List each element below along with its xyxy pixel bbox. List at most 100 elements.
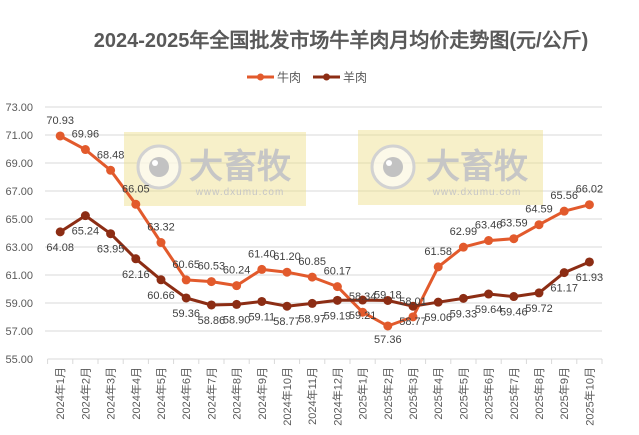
- data-point-marker-icon[interactable]: [131, 199, 141, 209]
- x-tick-label: 2025年4月: [431, 367, 445, 420]
- data-point-marker-icon[interactable]: [484, 236, 494, 246]
- data-point-marker-icon[interactable]: [584, 257, 594, 267]
- legend-marker-beef-icon: [257, 73, 264, 81]
- data-point-marker-icon[interactable]: [433, 297, 443, 307]
- data-point-marker-icon[interactable]: [383, 295, 393, 305]
- data-label: 61.17: [550, 283, 578, 295]
- data-point-marker-icon[interactable]: [408, 312, 418, 322]
- series-line: [59, 214, 590, 308]
- data-label: 65.56: [550, 190, 578, 202]
- data-label: 59.21: [349, 310, 377, 322]
- data-label: 61.58: [424, 246, 452, 258]
- x-tick-label: 2025年5月: [456, 367, 470, 420]
- data-point-marker-icon[interactable]: [106, 229, 116, 239]
- data-point-marker-icon[interactable]: [80, 211, 90, 221]
- data-point-marker-icon[interactable]: [408, 301, 418, 311]
- camera-lens-logo-icon: [136, 144, 182, 190]
- data-label: 63.95: [97, 244, 125, 256]
- data-point-marker-icon[interactable]: [156, 238, 166, 248]
- data-point-marker-icon[interactable]: [584, 200, 594, 210]
- data-label: 59.33: [450, 308, 478, 320]
- data-point-marker-icon[interactable]: [232, 281, 242, 291]
- data-label: 61.40: [248, 248, 276, 260]
- y-tick-label: 55.00: [5, 354, 33, 366]
- data-point-marker-icon[interactable]: [332, 282, 342, 292]
- data-point-marker-icon[interactable]: [206, 300, 216, 310]
- series-beef: [55, 131, 594, 331]
- x-tick-label: 2024年4月: [129, 367, 143, 420]
- data-point-marker-icon[interactable]: [458, 242, 468, 252]
- data-point-marker-icon[interactable]: [358, 307, 368, 317]
- legend-item-beef[interactable]: 牛肉: [247, 70, 301, 85]
- data-label: 60.24: [223, 265, 251, 277]
- data-label: 58.77: [399, 316, 427, 328]
- data-point-marker-icon[interactable]: [332, 295, 342, 305]
- data-point-marker-icon[interactable]: [307, 298, 317, 308]
- data-point-marker-icon[interactable]: [534, 220, 544, 230]
- y-tick-label: 65.00: [5, 214, 33, 226]
- camera-lens-logo-icon: [370, 144, 416, 190]
- data-point-marker-icon[interactable]: [181, 275, 191, 285]
- data-label: 57.36: [374, 334, 402, 346]
- data-label: 59.64: [475, 304, 503, 316]
- data-label: 59.46: [500, 307, 528, 319]
- data-label: 68.48: [97, 149, 125, 161]
- data-label: 58.97: [298, 313, 326, 325]
- data-label: 59.19: [324, 310, 352, 322]
- x-tick-label: 2025年6月: [482, 367, 496, 420]
- y-tick-label: 69.00: [5, 158, 33, 170]
- data-label: 61.93: [576, 272, 604, 284]
- data-point-marker-icon[interactable]: [181, 293, 191, 303]
- data-point-marker-icon[interactable]: [156, 275, 166, 285]
- data-label: 61.20: [273, 251, 301, 263]
- data-label: 59.72: [525, 303, 553, 315]
- data-point-marker-icon[interactable]: [282, 301, 292, 311]
- data-label: 59.06: [424, 312, 452, 324]
- data-label: 63.59: [500, 218, 528, 230]
- data-point-marker-icon[interactable]: [80, 145, 90, 155]
- data-point-marker-icon[interactable]: [55, 131, 65, 141]
- data-point-marker-icon[interactable]: [257, 296, 267, 306]
- data-point-marker-icon[interactable]: [232, 299, 242, 309]
- data-label: 64.59: [525, 204, 553, 216]
- data-point-marker-icon[interactable]: [484, 289, 494, 299]
- data-point-marker-icon[interactable]: [458, 293, 468, 303]
- legend: 牛肉 羊肉: [247, 70, 367, 85]
- data-label: 58.77: [273, 316, 301, 328]
- data-point-marker-icon[interactable]: [106, 165, 116, 175]
- data-point-marker-icon[interactable]: [433, 262, 443, 272]
- data-point-marker-icon[interactable]: [131, 254, 141, 264]
- data-point-marker-icon[interactable]: [257, 264, 267, 274]
- data-label: 59.11: [248, 311, 275, 323]
- data-point-marker-icon[interactable]: [509, 292, 519, 302]
- legend-item-mutton[interactable]: 羊肉: [313, 70, 367, 85]
- data-label: 64.08: [46, 242, 74, 254]
- data-label: 58.90: [223, 314, 251, 326]
- data-point-marker-icon[interactable]: [509, 234, 519, 244]
- y-tick-label: 59.00: [5, 298, 33, 310]
- data-point-marker-icon[interactable]: [559, 206, 569, 216]
- x-tick-label: 2025年7月: [507, 367, 521, 420]
- data-point-marker-icon[interactable]: [358, 295, 368, 305]
- data-label: 58.01: [399, 296, 427, 308]
- series-mutton: [55, 211, 594, 311]
- data-point-marker-icon[interactable]: [534, 288, 544, 298]
- data-point-marker-icon[interactable]: [206, 277, 216, 287]
- y-tick-label: 67.00: [5, 186, 33, 198]
- data-point-marker-icon[interactable]: [55, 227, 65, 237]
- data-point-marker-icon[interactable]: [559, 268, 569, 278]
- data-label: 60.65: [172, 259, 200, 271]
- data-point-marker-icon[interactable]: [307, 272, 317, 282]
- data-label: 66.02: [576, 184, 604, 196]
- data-point-marker-icon[interactable]: [383, 321, 393, 331]
- data-label: 60.66: [147, 290, 175, 302]
- data-label: 65.24: [72, 226, 100, 238]
- data-label: 62.99: [450, 226, 478, 238]
- y-tick-label: 73.00: [5, 102, 33, 114]
- data-point-marker-icon[interactable]: [282, 267, 292, 277]
- x-tick-label: 2024年9月: [255, 367, 269, 420]
- x-tick-label: 2025年9月: [557, 367, 571, 420]
- data-label: 58.86: [198, 315, 226, 327]
